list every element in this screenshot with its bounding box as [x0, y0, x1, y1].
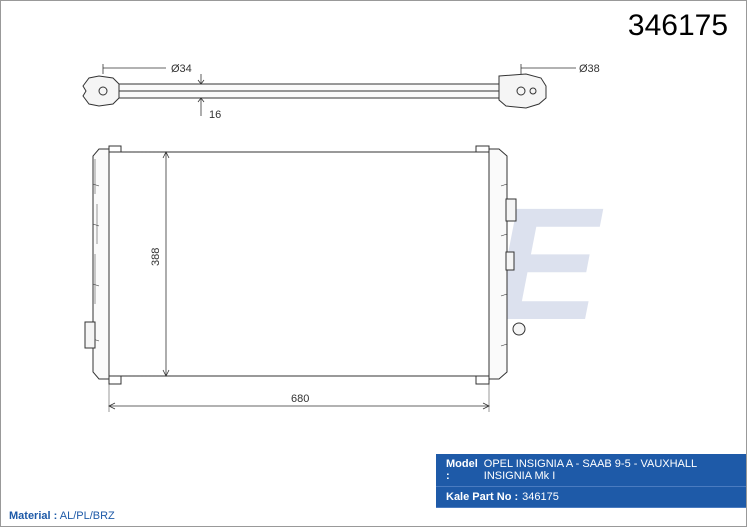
model-row: Model : OPEL INSIGNIA A - SAAB 9-5 - VAU…: [436, 454, 746, 487]
dim-thickness: 16: [209, 109, 221, 121]
part-label: Kale Part No :: [446, 491, 518, 503]
info-panel: Model : OPEL INSIGNIA A - SAAB 9-5 - VAU…: [436, 454, 746, 508]
material-label: Material :: [9, 510, 57, 522]
model-value: OPEL INSIGNIA A - SAAB 9-5 - VAUXHALL IN…: [484, 458, 736, 482]
dim-dia-right: Ø38: [579, 63, 600, 75]
material-info: Material : AL/PL/BRZ: [9, 510, 115, 522]
technical-diagram: Ø34 Ø38 16 388 680: [81, 56, 611, 426]
dim-width: 680: [291, 393, 309, 405]
part-row: Kale Part No : 346175: [436, 487, 746, 508]
material-value: AL/PL/BRZ: [60, 510, 115, 522]
model-label: Model :: [446, 458, 480, 482]
part-value: 346175: [522, 491, 559, 503]
dim-height: 388: [150, 248, 162, 266]
dim-dia-left: Ø34: [171, 63, 192, 75]
part-number-title: 346175: [628, 9, 728, 43]
